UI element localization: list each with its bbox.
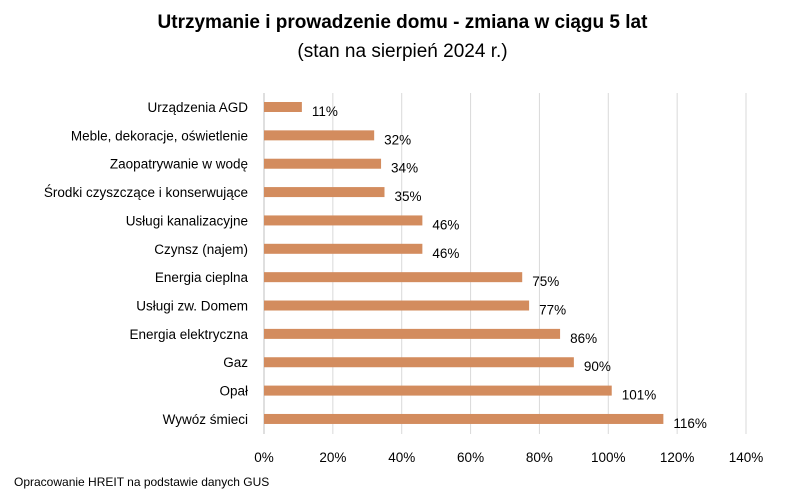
data-label: 32% <box>384 132 411 147</box>
data-label: 35% <box>395 189 422 204</box>
x-tick-label: 120% <box>660 450 695 465</box>
bar <box>264 385 612 396</box>
x-tick-label: 20% <box>319 450 346 465</box>
data-label: 116% <box>673 416 707 431</box>
bar <box>264 158 382 169</box>
category-label: Energia elektryczna <box>129 327 248 342</box>
data-label: 101% <box>622 388 657 403</box>
x-tick-label: 60% <box>457 450 484 465</box>
data-label: 46% <box>432 217 459 232</box>
bar <box>264 272 523 283</box>
chart-subtitle: (stan na sierpień 2024 r.) <box>297 41 508 62</box>
data-label: 34% <box>391 161 418 176</box>
data-label: 75% <box>532 274 559 289</box>
bar <box>264 328 561 339</box>
x-tick-label: 140% <box>729 450 764 465</box>
category-label: Meble, dekoracje, oświetlenie <box>71 128 248 143</box>
bar <box>264 357 574 368</box>
x-tick-label: 100% <box>591 450 626 465</box>
bar <box>264 243 423 254</box>
bar <box>264 102 302 112</box>
category-label: Wywóz śmieci <box>163 412 248 427</box>
bar <box>264 130 375 141</box>
data-label: 77% <box>539 303 566 318</box>
category-label: Usługi kanalizacyjne <box>126 213 248 228</box>
category-label: Zaopatrywanie w wodę <box>110 157 248 172</box>
category-label: Opał <box>219 384 248 399</box>
bar <box>264 413 664 424</box>
x-tick-label: 80% <box>526 450 553 465</box>
data-label: 11% <box>312 104 338 119</box>
bar <box>264 187 385 198</box>
chart-title: Utrzymanie i prowadzenie domu - zmiana w… <box>157 12 648 33</box>
x-tick-label: 40% <box>388 450 415 465</box>
category-label: Energia cieplna <box>155 270 249 285</box>
category-label: Czynsz (najem) <box>154 242 248 257</box>
category-label: Urządzenia AGD <box>147 100 248 115</box>
bar <box>264 300 530 311</box>
bar <box>264 215 423 226</box>
category-label: Usługi zw. Domem <box>136 299 248 314</box>
x-tick-label: 0% <box>254 450 274 465</box>
category-label: Środki czyszczące i konserwujące <box>44 185 248 200</box>
category-label: Gaz <box>223 355 248 370</box>
source-note: Opracowanie HREIT na podstawie danych GU… <box>14 475 270 489</box>
data-label: 90% <box>584 359 611 374</box>
data-label: 46% <box>432 246 459 261</box>
data-label: 86% <box>570 331 597 346</box>
